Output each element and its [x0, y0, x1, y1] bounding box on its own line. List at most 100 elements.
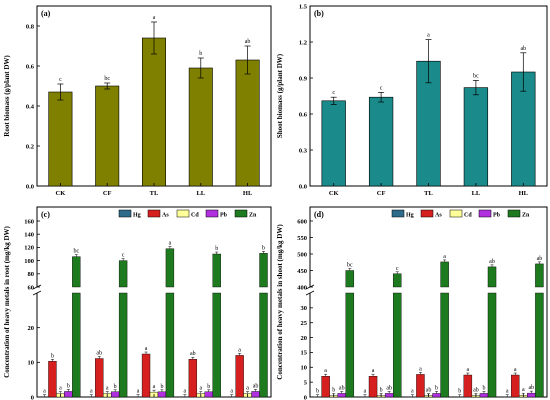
significance-letter: c — [396, 266, 399, 272]
significance-letter: a — [145, 346, 148, 352]
significance-letter: ab — [190, 351, 196, 357]
bar — [204, 391, 213, 398]
significance-letter: a — [238, 347, 241, 353]
bar — [479, 393, 489, 398]
x-tick-label: CF — [377, 190, 386, 197]
bar — [527, 392, 536, 398]
y-tick-label: 10 — [301, 365, 308, 372]
bar — [535, 263, 544, 288]
significance-letter: ab — [253, 383, 259, 389]
bar — [118, 260, 128, 288]
significance-letter: ab — [529, 385, 535, 391]
y-tick-label: 5 — [304, 379, 308, 386]
bar — [259, 253, 268, 288]
significance-letter: a — [137, 389, 140, 395]
significance-letter: b — [262, 245, 265, 251]
y-tick-label: 10 — [28, 360, 35, 367]
bar — [455, 396, 465, 398]
bar — [142, 37, 167, 187]
panel-d-frame — [309, 206, 548, 398]
bar — [345, 292, 355, 398]
y-tick-label: 15 — [301, 350, 308, 357]
bar — [502, 396, 512, 398]
x-tick-label: HL — [243, 190, 253, 197]
significance-letter: a — [443, 254, 446, 260]
bar — [40, 396, 49, 398]
significance-letter: c — [122, 253, 125, 259]
bar — [463, 374, 473, 398]
x-tick-label: CF — [103, 190, 112, 197]
bar — [165, 292, 175, 398]
significance-letter: bc — [347, 263, 353, 269]
significance-letter: a — [90, 389, 93, 395]
significance-letter: a — [467, 367, 470, 373]
y-tick-label: 100 — [24, 258, 34, 265]
legend-label: Hg — [133, 213, 141, 219]
bar — [227, 396, 236, 398]
significance-letter: a — [106, 386, 109, 392]
x-tick-label: CK — [56, 190, 66, 197]
significance-letter: b — [207, 384, 210, 390]
bar — [463, 87, 489, 187]
significance-letter: c — [59, 77, 62, 83]
y-axis-label-c: Concentration of heavy metals in root (m… — [3, 225, 11, 377]
legend-label: Zn — [249, 213, 257, 219]
y-tick-label: 0.4 — [26, 103, 35, 110]
bar — [118, 292, 128, 398]
legend-swatch — [234, 209, 248, 218]
bar — [360, 396, 370, 398]
y-tick-label: 0.9 — [299, 75, 308, 82]
axis-break-mark — [32, 290, 42, 296]
bar — [64, 391, 73, 398]
significance-letter: b — [458, 389, 461, 395]
legend-swatch — [449, 209, 463, 218]
y-tick-label: 0.2 — [26, 143, 34, 150]
significance-letter: b — [215, 246, 218, 252]
x-tick-label: TL — [424, 190, 433, 197]
y-tick-label: 0.8 — [26, 23, 35, 30]
axis-break-mark — [305, 290, 315, 296]
legend-swatch — [391, 209, 405, 218]
panel-label-b: (b) — [314, 9, 324, 18]
bar — [188, 359, 198, 398]
significance-letter: a — [324, 368, 327, 374]
bar — [321, 376, 330, 398]
bar — [48, 361, 57, 398]
bar — [110, 391, 120, 398]
bar — [259, 292, 268, 398]
significance-letter: a — [153, 15, 156, 21]
bar — [212, 292, 221, 398]
significance-letter: b — [316, 389, 319, 395]
bar — [345, 270, 355, 288]
bar — [384, 393, 394, 398]
x-tick-label: TL — [150, 190, 159, 197]
significance-letter: a — [522, 387, 525, 393]
significance-letter: b — [160, 384, 163, 390]
bar — [235, 355, 244, 398]
y-tick-label: 400 — [297, 284, 307, 291]
x-tick-label: CK — [329, 190, 339, 197]
y-tick-label: 0.6 — [26, 63, 35, 70]
significance-letter: b — [67, 383, 70, 389]
significance-letter: a — [230, 389, 233, 395]
y-tick-label: 140 — [24, 232, 34, 239]
bar — [165, 248, 175, 288]
panel-label-a: (a) — [41, 9, 51, 18]
bar — [313, 396, 322, 398]
bar — [432, 393, 441, 398]
bar — [535, 292, 544, 398]
axis-break-gap — [33, 287, 41, 293]
significance-letter: a — [169, 241, 172, 247]
y-tick-label: 120 — [24, 245, 34, 252]
y-tick-label: 0.0 — [26, 183, 34, 190]
significance-letter: a — [514, 367, 517, 373]
panel-label-c: (c) — [41, 210, 50, 219]
significance-letter: a — [506, 389, 509, 395]
bar — [235, 59, 260, 187]
y-tick-label: 600 — [297, 218, 307, 225]
bar — [392, 292, 402, 398]
bar — [408, 396, 417, 398]
bar — [368, 96, 394, 187]
significance-letter: b — [482, 385, 485, 391]
significance-letter: ab — [489, 259, 495, 265]
